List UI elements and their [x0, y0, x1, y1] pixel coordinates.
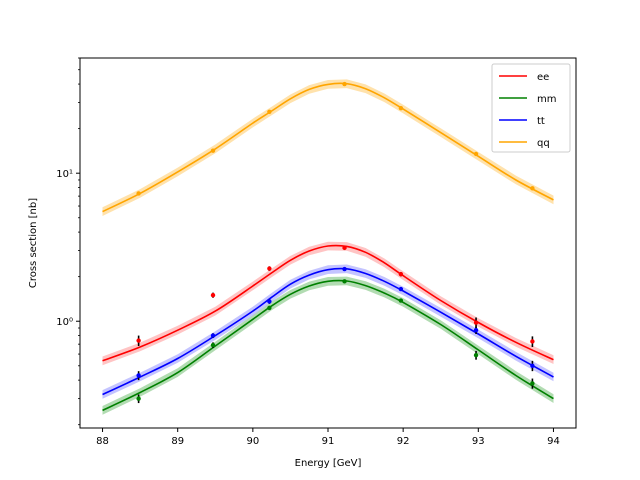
data-point-qq: [342, 81, 347, 87]
data-point-tt: [267, 299, 272, 304]
data-point-mm: [136, 396, 141, 401]
data-point-tt: [342, 266, 347, 272]
data-point-tt: [210, 333, 216, 338]
data-point-tt: [398, 286, 404, 292]
x-tick-label: 92: [397, 436, 410, 447]
fit-line-qq: [102, 82, 554, 213]
data-points: [136, 81, 535, 404]
legend: ee mm tt qq: [491, 63, 571, 153]
fit-lines: [102, 82, 554, 412]
x-tick-label: 94: [547, 436, 560, 447]
data-point-ee: [342, 245, 347, 251]
legend-label-ee: ee: [537, 72, 549, 83]
data-point-mm: [473, 352, 479, 358]
data-point-ee: [136, 338, 141, 343]
data-point-mm: [342, 279, 347, 284]
x-tick-label: 90: [246, 436, 259, 447]
data-point-tt: [136, 373, 141, 378]
legend-label-mm: mm: [537, 94, 556, 105]
data-point-qq: [530, 186, 535, 191]
data-point-tt: [473, 327, 479, 333]
fit-line-ee: [102, 244, 554, 362]
data-point-ee: [210, 292, 216, 298]
fit-line-mm: [102, 279, 554, 412]
data-point-qq: [267, 109, 272, 114]
legend-label-qq: qq: [537, 138, 550, 149]
data-point-mm: [267, 305, 272, 311]
legend-frame: [491, 63, 571, 153]
x-tick-label: 88: [96, 436, 109, 447]
data-point-ee: [530, 339, 535, 344]
y-axis-label: Cross section [nb]: [28, 198, 39, 288]
data-point-ee: [267, 266, 272, 271]
y-tick-label: 10⁰: [56, 317, 73, 328]
data-point-ee: [473, 320, 479, 325]
data-point-qq: [473, 151, 479, 157]
y-tick-label: 10¹: [56, 169, 73, 180]
data-point-qq: [210, 148, 216, 153]
x-tick-label: 91: [322, 436, 335, 447]
legend-label-tt: tt: [537, 116, 545, 127]
fit-line-tt: [102, 267, 554, 396]
y-axis-ticks: 10⁰ 10¹: [56, 57, 80, 426]
data-point-tt: [530, 363, 535, 368]
data-point-mm: [530, 381, 535, 386]
data-point-ee: [398, 271, 404, 277]
x-tick-label: 93: [472, 436, 485, 447]
x-axis-label: Energy [GeV]: [295, 458, 362, 469]
data-point-qq: [398, 105, 404, 111]
data-point-mm: [210, 342, 216, 348]
x-tick-label: 89: [171, 436, 184, 447]
data-point-qq: [136, 191, 141, 196]
data-point-mm: [398, 298, 404, 303]
x-axis-ticks: 88 89 90 91 92 93 94: [96, 428, 560, 447]
